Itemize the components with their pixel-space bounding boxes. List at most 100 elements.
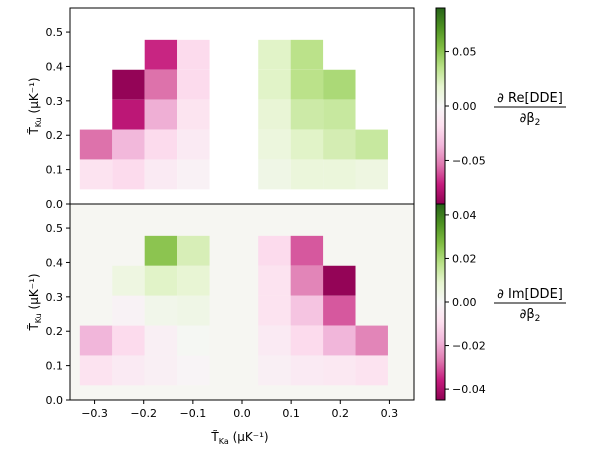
top-heatmap-cell-2 xyxy=(144,159,178,190)
bottom-colorbar-label-denominator: ∂β2 xyxy=(520,307,541,324)
x-axis-label-unit: (μK⁻¹) xyxy=(233,430,269,444)
bottom-y-tick-label-2: 0.2 xyxy=(46,325,64,338)
bottom-y-tick-label-4: 0.4 xyxy=(46,256,64,269)
bottom-x-tick-label-4: 0.1 xyxy=(282,407,300,420)
top-colorbar-tick-label-1: 0.00 xyxy=(452,100,477,113)
top-heatmap-cell-26 xyxy=(323,99,356,130)
bottom-x-tick-label-3: 0.0 xyxy=(233,407,251,420)
top-heatmap-cell-30 xyxy=(258,39,291,70)
top-heatmap-cell-9 xyxy=(144,99,178,130)
top-heatmap-cell-13 xyxy=(177,69,210,100)
top-y-tick-label-5: 0.5 xyxy=(46,26,64,39)
top-heatmap-cell-5 xyxy=(112,129,145,160)
bottom-heatmap-cell-20 xyxy=(258,325,291,356)
bottom-heatmap-cell-10 xyxy=(177,295,210,326)
top-heatmap-cell-25 xyxy=(290,99,324,130)
top-heatmap-cell-7 xyxy=(177,129,210,160)
bottom-heatmap-cell-15 xyxy=(177,235,210,266)
bottom-heatmap-cell-7 xyxy=(177,325,210,356)
top-heatmap-cell-20 xyxy=(258,129,291,160)
top-colorbar-tick-label-0: 0.05 xyxy=(452,46,477,59)
bottom-heatmap-cell-26 xyxy=(323,295,356,326)
top-heatmap-cell-22 xyxy=(323,129,356,160)
bottom-heatmap-cell-13 xyxy=(177,265,210,296)
bottom-heatmap-cell-5 xyxy=(112,325,145,356)
top-heatmap-cell-23 xyxy=(355,129,388,160)
top-heatmap-cell-18 xyxy=(323,159,356,190)
top-heatmap-cell-4 xyxy=(79,129,113,160)
top-y-axis-label-unit: (μK⁻¹) xyxy=(27,77,41,113)
bottom-colorbar-label-numerator: ∂ Im[DDE] xyxy=(497,287,563,302)
bottom-heatmap-cell-0 xyxy=(79,355,113,386)
top-y-axis-label: T̃Ku (μK⁻¹) xyxy=(27,77,43,135)
top-heatmap-cell-1 xyxy=(112,159,145,190)
top-colorbar xyxy=(435,7,446,205)
x-axis-label: T̃Ka (μK⁻¹) xyxy=(210,430,268,446)
top-y-tick-label-2: 0.2 xyxy=(46,129,64,142)
bottom-heatmap-cell-28 xyxy=(290,265,324,296)
top-colorbar-tick-label-2: −0.05 xyxy=(452,154,486,167)
top-y-tick-label-0: 0.0 xyxy=(46,198,64,211)
bottom-heatmap-cell-9 xyxy=(144,295,178,326)
bottom-heatmap-panel: 0.0 0.1 0.2 0.3 0.4 0.5 −0.3 −0.2 −0.1 0.0 0.1 0.2 0… xyxy=(46,203,486,420)
top-heatmap-cell-6 xyxy=(144,129,178,160)
bottom-heatmap-cell-1 xyxy=(112,355,145,386)
top-y-tick-label-1: 0.1 xyxy=(46,164,64,177)
bottom-colorbar-tick-label-3: −0.02 xyxy=(452,340,486,353)
bottom-colorbar-tick-label-2: 0.00 xyxy=(452,296,477,309)
top-heatmap-cell-16 xyxy=(258,159,291,190)
bottom-heatmap-cell-24 xyxy=(258,295,291,326)
bottom-heatmap-cell-27 xyxy=(258,265,291,296)
bottom-y-tick-label-1: 0.1 xyxy=(46,360,64,373)
bottom-heatmap-cell-3 xyxy=(177,355,210,386)
top-heatmap-cell-8 xyxy=(112,99,145,130)
top-y-tick-label-4: 0.4 xyxy=(46,60,64,73)
x-axis-label-sub: Ka xyxy=(219,437,229,446)
bottom-heatmap-cell-25 xyxy=(290,295,324,326)
bottom-heatmap-cell-18 xyxy=(323,355,356,386)
top-heatmap-cell-27 xyxy=(258,69,291,100)
bottom-x-tick-label-1: −0.2 xyxy=(130,407,157,420)
top-heatmap-cell-15 xyxy=(177,39,210,70)
top-heatmap-cell-24 xyxy=(258,99,291,130)
bottom-heatmap-cell-14 xyxy=(144,235,178,266)
bottom-heatmap-cell-6 xyxy=(144,325,178,356)
top-heatmap-cell-0 xyxy=(79,159,113,190)
bottom-heatmap-cell-19 xyxy=(355,355,388,386)
top-heatmap-cell-10 xyxy=(177,99,210,130)
bottom-y-axis-label-sub: Ku xyxy=(34,313,43,323)
bottom-heatmap-cell-22 xyxy=(323,325,356,356)
top-heatmap-panel: 0.0 0.1 0.2 0.3 0.4 0.5 0.05 0.00 −0.05 xyxy=(46,7,486,211)
bottom-y-tick-label-0: 0.0 xyxy=(46,394,64,407)
bottom-heatmap-cell-30 xyxy=(258,235,291,266)
x-axis-label-main: T̃ xyxy=(210,430,219,444)
bottom-heatmap-cell-11 xyxy=(112,265,145,296)
bottom-y-axis-label: T̃Ku (μK⁻¹) xyxy=(27,273,43,331)
top-heatmap-cell-3 xyxy=(177,159,210,190)
top-y-axis-label-sub: Ku xyxy=(34,117,43,127)
top-heatmap-cell-29 xyxy=(323,69,356,100)
bottom-heatmap-cell-17 xyxy=(290,355,324,386)
bottom-heatmap-cell-29 xyxy=(323,265,356,296)
bottom-y-axis-label-main: T̃ xyxy=(27,323,41,332)
bottom-heatmap-cell-31 xyxy=(290,235,324,266)
top-heatmap-cell-21 xyxy=(290,129,324,160)
top-colorbar-label: ∂ Re[DDE] ∂β2 xyxy=(494,91,566,128)
bottom-x-tick-label-5: 0.2 xyxy=(332,407,350,420)
top-heatmap-cell-17 xyxy=(290,159,324,190)
top-heatmap-cell-19 xyxy=(355,159,388,190)
top-y-axis-label-main: T̃ xyxy=(27,127,41,136)
top-heatmap-cell-11 xyxy=(112,69,145,100)
bottom-heatmap-cell-12 xyxy=(144,265,178,296)
bottom-heatmap-cell-16 xyxy=(258,355,291,386)
top-colorbar-label-denominator: ∂β2 xyxy=(520,111,541,128)
top-heatmap-cell-28 xyxy=(290,69,324,100)
bottom-heatmap-cell-21 xyxy=(290,325,324,356)
bottom-y-tick-label-5: 0.5 xyxy=(46,222,64,235)
top-colorbar-label-numerator: ∂ Re[DDE] xyxy=(497,91,563,106)
bottom-colorbar-tick-label-0: 0.04 xyxy=(452,209,477,222)
bottom-colorbar-tick-label-4: −0.04 xyxy=(452,383,486,396)
bottom-colorbar-label: ∂ Im[DDE] ∂β2 xyxy=(494,287,566,324)
bottom-x-tick-label-2: −0.1 xyxy=(179,407,206,420)
